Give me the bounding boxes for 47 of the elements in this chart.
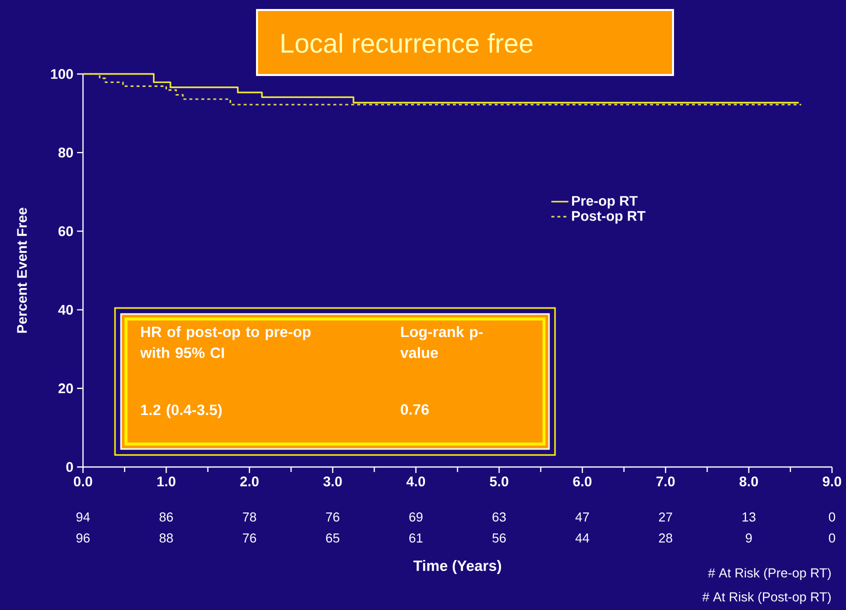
text: 63 [492,512,506,522]
y-tick-label: 20 [58,383,73,394]
text: 78 [242,512,256,522]
x-tick-label: 1.0 [157,476,176,486]
x-tick-label: 8.0 [740,476,758,486]
text: 94 [76,512,90,522]
y-tick-label: 60 [58,226,73,236]
legend-label: Post-op RT [572,211,646,224]
annotation: 1.2 (0.4-3.5) [141,404,222,418]
text: 0 [828,533,836,543]
x-tick-label: 6.0 [573,476,592,486]
annotation: Log-rank p-value [400,326,483,358]
text: # At Risk (Post-op RT) [702,592,831,604]
text: 47 [575,512,589,522]
text: # At Risk (Pre-op RT) [708,568,831,580]
x-axis-title: Time (Years) [413,560,502,574]
annotation: 0.76 [400,404,429,415]
annotation: HR of post-op to pre-op with 95% CI [140,326,311,358]
y-tick-label: 80 [58,148,73,158]
y-tick-label: 100 [51,69,73,79]
text: 69 [409,512,422,522]
text: 27 [659,512,672,522]
text: 13 [742,512,756,522]
y-tick-label: 0 [66,462,73,472]
x-tick-label: 9.0 [822,476,842,486]
x-tick-label: 7.0 [656,476,675,486]
text: 9 [746,533,752,543]
x-tick-label: 2.0 [240,476,259,486]
text: 61 [409,533,422,543]
x-tick-label: 0.0 [74,476,92,486]
y-tick-label: 40 [58,304,73,315]
text: 96 [76,533,90,543]
text: 0 [828,512,836,522]
text: 44 [575,534,590,542]
x-tick-label: 4.0 [406,476,426,486]
x-tick-label: 5.0 [490,476,508,486]
text: 76 [326,512,340,522]
text: 76 [242,533,256,543]
text: 56 [492,533,506,543]
y-axis-title: Percent Event Free [17,208,27,333]
text: 86 [160,512,173,522]
text: 88 [160,533,173,543]
chart-title: Local recurrence free [282,33,532,53]
legend-label: Pre-op RT [572,196,638,209]
text: 28 [659,533,672,543]
text: 65 [326,533,340,543]
x-tick-label: 3.0 [323,476,342,486]
